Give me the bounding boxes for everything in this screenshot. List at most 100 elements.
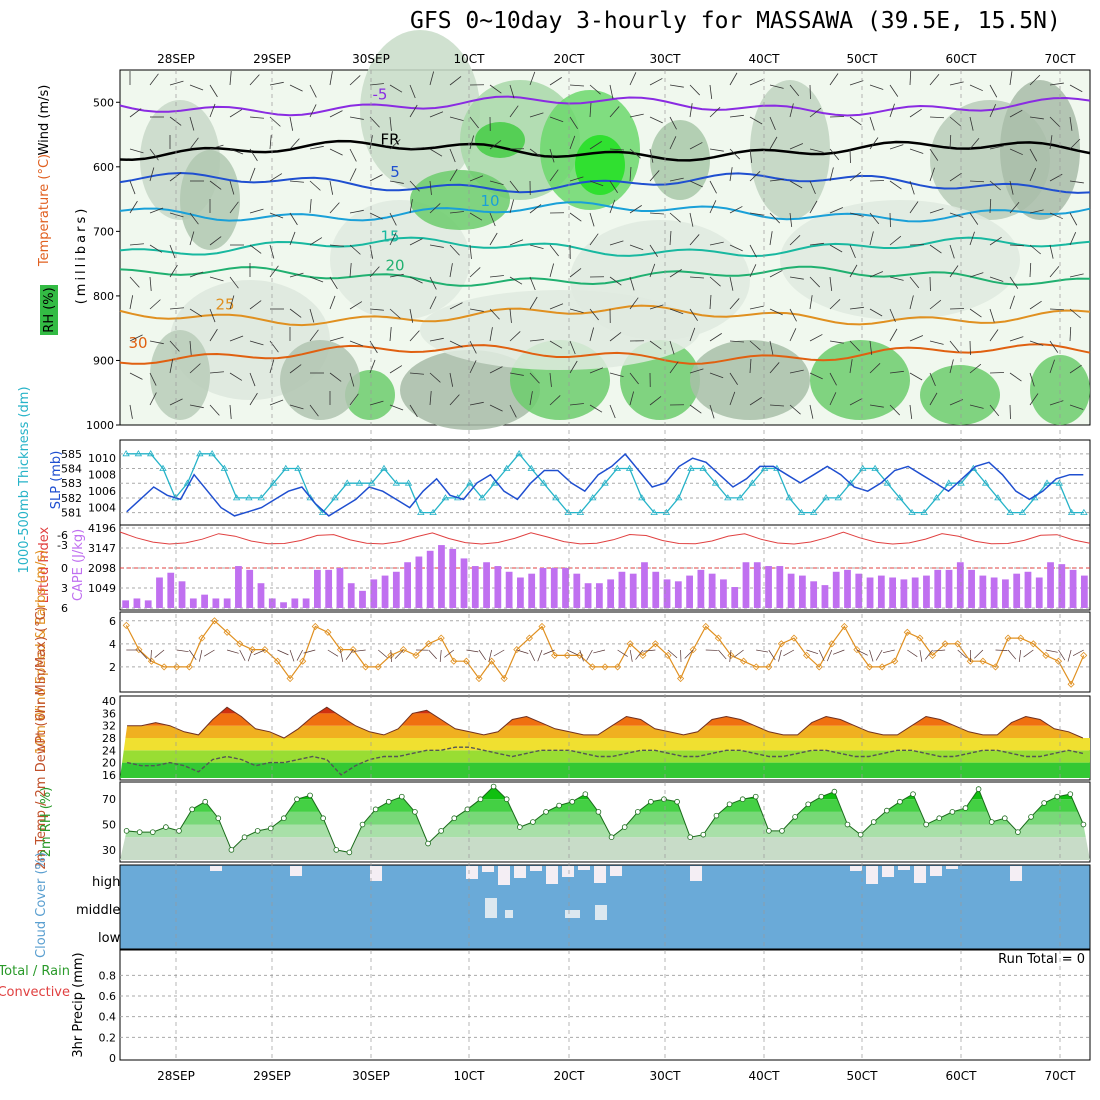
wind10-point — [714, 634, 722, 642]
wind-barb — [209, 308, 216, 323]
cape-bar — [708, 573, 716, 608]
thickness-point — [638, 494, 646, 501]
wind-barb — [329, 148, 343, 156]
wind-barb — [849, 212, 864, 217]
wind-barb — [569, 176, 584, 182]
thickness-line — [126, 452, 1084, 514]
cape-bar — [133, 598, 141, 608]
rh2m-point — [556, 802, 562, 809]
rh2m-point — [687, 834, 694, 840]
wind-barb — [589, 367, 604, 374]
wind10-barb — [768, 649, 776, 661]
wind10-point — [815, 663, 823, 671]
cape-bar — [956, 562, 964, 608]
thickness-point — [920, 508, 928, 515]
wind10-barb — [933, 649, 946, 652]
wind-barb — [609, 180, 618, 193]
thickness-point — [552, 494, 560, 501]
wind-barb — [329, 110, 343, 118]
rh2m-point — [136, 829, 143, 835]
wind10-barb — [856, 649, 868, 656]
rh2m-point — [176, 828, 182, 834]
rh2m-point — [202, 798, 209, 805]
cloud-high — [498, 866, 510, 885]
cape-bar — [844, 569, 851, 608]
wind10-barb — [226, 649, 239, 654]
wind-barb — [529, 244, 544, 250]
isotherm--5 — [119, 95, 1091, 117]
thickness-tick: 585 — [61, 448, 82, 461]
cape-bar — [1047, 562, 1054, 608]
wind-barb — [189, 116, 195, 131]
wind-barb — [569, 212, 582, 222]
wind-barb — [129, 180, 136, 195]
wind10-barb — [138, 649, 148, 660]
wind-barb — [349, 393, 359, 406]
temp-band — [120, 750, 1090, 763]
wind-barb — [609, 106, 620, 118]
wind-barb — [609, 276, 622, 286]
wind-barb — [669, 136, 677, 150]
thickness-point — [367, 479, 376, 486]
wind10-barb — [327, 649, 339, 657]
wind10-point — [1042, 651, 1050, 659]
cape-bar — [392, 571, 400, 608]
precip-bars: 0.8 0.6 0.4 0.2 0 — [99, 969, 1090, 1065]
wind-barb — [529, 112, 544, 118]
thickness-point — [466, 479, 474, 486]
cape-bar — [156, 577, 163, 608]
wind-barb — [389, 404, 404, 411]
rh2m-point — [569, 798, 576, 805]
wind-barb — [789, 84, 800, 97]
rh2m-point — [320, 815, 326, 821]
wind-barb — [169, 80, 184, 86]
wind-barb — [449, 302, 463, 310]
rh-blob — [690, 340, 810, 420]
thickness-tick: 582 — [61, 492, 82, 505]
cloud-high — [210, 866, 222, 871]
run-total: Run Total = 0 — [998, 952, 1085, 967]
wind10-barb — [869, 649, 874, 662]
temp-tick: 24 — [102, 744, 116, 757]
cape-bar — [629, 573, 637, 608]
wind-barb — [189, 137, 199, 150]
wind-barb — [149, 244, 163, 253]
cloud-high — [898, 866, 910, 870]
wind-barb — [469, 308, 484, 312]
cape-bar — [979, 575, 987, 608]
wind-barb — [369, 266, 380, 278]
rh2m-point — [281, 815, 287, 821]
cape-bar — [731, 587, 739, 608]
wind-barb — [249, 148, 258, 162]
wind-barb — [409, 308, 414, 323]
wind-barb — [849, 306, 864, 310]
wind-barb — [569, 84, 584, 87]
thickness-point — [306, 494, 315, 501]
wind-barb — [289, 180, 304, 183]
cloud-high — [578, 866, 590, 870]
wind-barb — [489, 308, 500, 320]
wind-barb — [329, 202, 340, 214]
wind-barb — [569, 360, 578, 374]
wind-barb — [469, 360, 477, 374]
thickness-point — [957, 479, 965, 486]
wind-barb — [769, 340, 774, 355]
wind-barb — [1029, 244, 1041, 255]
cape-bar — [144, 600, 152, 608]
wind-barb — [669, 340, 675, 355]
wind10-point — [1054, 657, 1063, 665]
cloud-high — [290, 866, 302, 876]
wind-barb — [349, 209, 364, 214]
precip-tick: 0.4 — [99, 1011, 117, 1024]
wind-barb — [449, 148, 456, 163]
wind-barb — [929, 148, 939, 161]
wind10-barb — [537, 649, 543, 662]
wind-barb — [569, 268, 582, 278]
cape-axis-label: CAPE (J/kg) — [71, 529, 86, 601]
wind10-point — [551, 651, 559, 659]
wind-barb — [809, 148, 824, 153]
date-label-top: 20CT — [554, 52, 586, 66]
wind-barb — [789, 308, 797, 322]
wind10-point — [727, 651, 735, 659]
